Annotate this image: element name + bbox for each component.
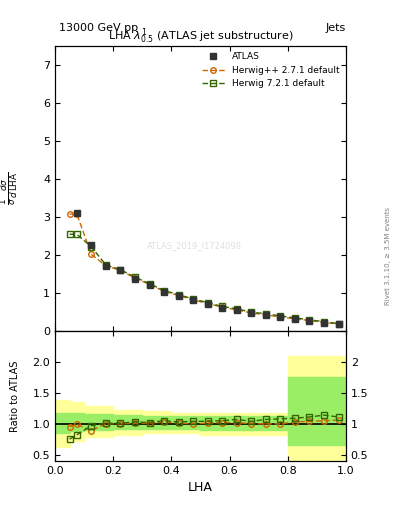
ATLAS bbox=[292, 316, 297, 322]
Herwig++ 2.7.1 default bbox=[67, 211, 72, 217]
Herwig++ 2.7.1 default bbox=[118, 267, 123, 273]
Line: Herwig 7.2.1 default: Herwig 7.2.1 default bbox=[67, 231, 342, 326]
ATLAS bbox=[322, 320, 327, 326]
Herwig++ 2.7.1 default bbox=[249, 310, 254, 316]
Herwig 7.2.1 default bbox=[118, 267, 123, 273]
ATLAS bbox=[147, 282, 152, 288]
Herwig 7.2.1 default bbox=[133, 274, 138, 280]
ATLAS bbox=[104, 263, 108, 269]
Herwig 7.2.1 default bbox=[249, 309, 254, 315]
Herwig++ 2.7.1 default bbox=[234, 307, 239, 313]
Herwig++ 2.7.1 default bbox=[220, 304, 225, 310]
Herwig++ 2.7.1 default bbox=[336, 321, 341, 327]
Herwig 7.2.1 default bbox=[336, 321, 341, 327]
Legend: ATLAS, Herwig++ 2.7.1 default, Herwig 7.2.1 default: ATLAS, Herwig++ 2.7.1 default, Herwig 7.… bbox=[198, 49, 343, 92]
ATLAS bbox=[133, 275, 138, 282]
Herwig++ 2.7.1 default bbox=[176, 292, 181, 298]
Herwig++ 2.7.1 default bbox=[89, 251, 94, 258]
Herwig 7.2.1 default bbox=[176, 292, 181, 298]
ATLAS bbox=[307, 318, 312, 324]
Herwig++ 2.7.1 default bbox=[263, 312, 268, 318]
Herwig++ 2.7.1 default bbox=[147, 282, 152, 288]
Herwig++ 2.7.1 default bbox=[278, 314, 283, 320]
Line: Herwig++ 2.7.1 default: Herwig++ 2.7.1 default bbox=[67, 211, 342, 327]
Herwig++ 2.7.1 default bbox=[162, 288, 167, 294]
Y-axis label: $\frac{1}{\sigma}\frac{d\sigma}{d\,\text{LHA}}$: $\frac{1}{\sigma}\frac{d\sigma}{d\,\text… bbox=[0, 172, 20, 205]
ATLAS bbox=[234, 307, 239, 313]
ATLAS bbox=[75, 210, 79, 217]
Herwig 7.2.1 default bbox=[147, 281, 152, 287]
Herwig++ 2.7.1 default bbox=[307, 317, 312, 324]
ATLAS bbox=[220, 305, 225, 311]
Herwig 7.2.1 default bbox=[75, 231, 79, 238]
Herwig++ 2.7.1 default bbox=[104, 263, 108, 269]
Text: ATLAS_2019_I1724098: ATLAS_2019_I1724098 bbox=[147, 241, 242, 250]
ATLAS bbox=[191, 297, 196, 303]
Line: ATLAS: ATLAS bbox=[74, 210, 342, 327]
Text: 13000 GeV pp: 13000 GeV pp bbox=[59, 23, 138, 33]
Herwig 7.2.1 default bbox=[104, 262, 108, 268]
ATLAS bbox=[118, 267, 123, 273]
Herwig 7.2.1 default bbox=[206, 300, 210, 306]
ATLAS bbox=[336, 322, 341, 328]
Herwig 7.2.1 default bbox=[89, 244, 94, 250]
Herwig 7.2.1 default bbox=[292, 315, 297, 321]
ATLAS bbox=[162, 289, 167, 295]
Herwig++ 2.7.1 default bbox=[292, 315, 297, 322]
Herwig 7.2.1 default bbox=[322, 318, 327, 325]
Herwig++ 2.7.1 default bbox=[191, 297, 196, 303]
Herwig 7.2.1 default bbox=[278, 313, 283, 319]
Herwig 7.2.1 default bbox=[191, 296, 196, 302]
X-axis label: LHA: LHA bbox=[188, 481, 213, 494]
ATLAS bbox=[249, 310, 254, 316]
ATLAS bbox=[176, 293, 181, 299]
Herwig 7.2.1 default bbox=[67, 231, 72, 238]
ATLAS bbox=[278, 314, 283, 320]
Herwig++ 2.7.1 default bbox=[133, 275, 138, 281]
Y-axis label: Ratio to ATLAS: Ratio to ATLAS bbox=[10, 360, 20, 432]
Text: Rivet 3.1.10, ≥ 3.5M events: Rivet 3.1.10, ≥ 3.5M events bbox=[385, 207, 391, 305]
Text: Jets: Jets bbox=[325, 23, 346, 33]
Herwig 7.2.1 default bbox=[307, 317, 312, 323]
ATLAS bbox=[89, 242, 94, 248]
Title: LHA $\lambda^{1}_{0.5}$ (ATLAS jet substructure): LHA $\lambda^{1}_{0.5}$ (ATLAS jet subst… bbox=[108, 27, 293, 46]
Herwig++ 2.7.1 default bbox=[206, 301, 210, 307]
Herwig 7.2.1 default bbox=[220, 304, 225, 310]
Herwig 7.2.1 default bbox=[263, 311, 268, 317]
Herwig++ 2.7.1 default bbox=[75, 211, 79, 217]
Herwig 7.2.1 default bbox=[234, 306, 239, 312]
Herwig++ 2.7.1 default bbox=[322, 319, 327, 326]
Herwig 7.2.1 default bbox=[162, 287, 167, 293]
ATLAS bbox=[206, 301, 210, 307]
ATLAS bbox=[263, 312, 268, 318]
